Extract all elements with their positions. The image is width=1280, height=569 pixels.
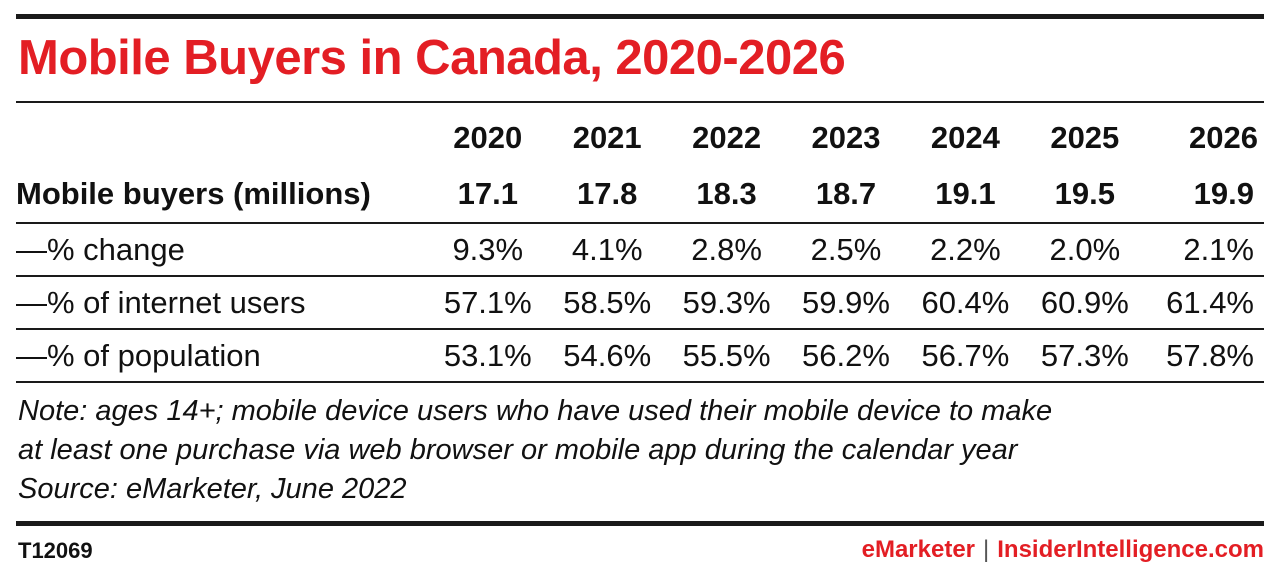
table-cell: 59.9%	[786, 276, 906, 330]
table-cell: 17.1	[428, 165, 548, 224]
table-row: —% of population 53.1% 54.6% 55.5% 56.2%…	[16, 329, 1264, 383]
year-header: 2022	[692, 119, 762, 155]
table-cell: 2.0%	[1025, 223, 1145, 277]
header-label-cell	[16, 110, 428, 165]
table-cell: 57.1%	[428, 276, 548, 330]
table-cell: 53.1%	[428, 329, 548, 383]
data-table: 2020 2021 2022 2023 2024 2025 2026 Mobil…	[16, 110, 1264, 383]
footer-brand: eMarketer | InsiderIntelligence.com	[862, 536, 1264, 564]
table-cell: 54.6%	[547, 329, 667, 383]
table-row: —% of internet users 57.1% 58.5% 59.3% 5…	[16, 276, 1264, 330]
bottom-rule	[16, 521, 1264, 526]
table-cell: 2.2%	[905, 223, 1026, 277]
header-row: 2020 2021 2022 2023 2024 2025 2026	[16, 110, 1264, 165]
table-cell: 4.1%	[547, 223, 667, 277]
row-label: —% of population	[16, 329, 429, 383]
table-cell: 18.3	[666, 165, 787, 224]
table-cell: 19.1	[905, 165, 1026, 224]
chart-note: Note: ages 14+; mobile device users who …	[18, 392, 1264, 509]
table-cell: 19.9	[1144, 165, 1264, 224]
table-cell: 55.5%	[666, 329, 787, 383]
table-cell: 60.4%	[905, 276, 1026, 330]
table-cell: 9.3%	[428, 223, 548, 277]
brand-separator: |	[983, 536, 990, 563]
table-cell: 58.5%	[547, 276, 667, 330]
table-cell: 19.5	[1025, 165, 1145, 224]
row-label: Mobile buyers (millions)	[16, 165, 429, 224]
table-cell: 60.9%	[1025, 276, 1145, 330]
note-line: at least one purchase via web browser or…	[18, 434, 1018, 466]
table-row: —% change 9.3% 4.1% 2.8% 2.5% 2.2% 2.0% …	[16, 223, 1264, 277]
insider-intelligence-link[interactable]: InsiderIntelligence.com	[997, 536, 1264, 563]
table-cell: 57.8%	[1144, 329, 1264, 383]
top-rule	[16, 14, 1264, 19]
source-line: Source: eMarketer, June 2022	[18, 473, 407, 505]
year-header: 2024	[930, 119, 1000, 155]
chart-id: T12069	[18, 538, 93, 563]
chart-title: Mobile Buyers in Canada, 2020-2026	[18, 31, 846, 85]
table-row: Mobile buyers (millions) 17.1 17.8 18.3 …	[16, 165, 1264, 224]
table-cell: 57.3%	[1025, 329, 1145, 383]
table-cell: 2.5%	[786, 223, 906, 277]
row-label: —% of internet users	[16, 276, 429, 330]
year-header: 2020	[453, 119, 523, 155]
note-line: Note: ages 14+; mobile device users who …	[18, 395, 1053, 427]
table-cell: 61.4%	[1144, 276, 1264, 330]
table-cell: 56.7%	[905, 329, 1026, 383]
year-header: 2023	[811, 119, 881, 155]
row-label: —% change	[16, 223, 429, 277]
table-cell: 2.1%	[1144, 223, 1264, 277]
emarketer-logo-text: eMarketer	[861, 536, 976, 563]
year-header: 2021	[572, 119, 642, 155]
table-cell: 17.8	[547, 165, 667, 224]
year-header: 2025	[1050, 119, 1120, 155]
table-cell: 18.7	[786, 165, 906, 224]
table-cell: 59.3%	[666, 276, 787, 330]
title-rule	[16, 101, 1264, 103]
table-cell: 2.8%	[666, 223, 787, 277]
year-header: 2026	[1189, 119, 1258, 155]
table-cell: 56.2%	[786, 329, 906, 383]
